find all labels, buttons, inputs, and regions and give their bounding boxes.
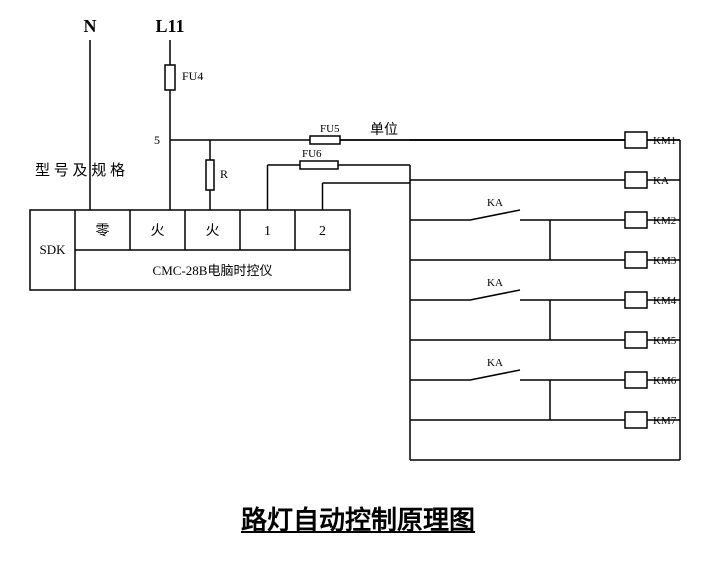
svg-text:KM5: KM5 (653, 335, 677, 347)
svg-text:CMC-28B电脑时控仪: CMC-28B电脑时控仪 (153, 263, 273, 278)
svg-text:5: 5 (154, 133, 160, 147)
svg-text:单位: 单位 (370, 122, 398, 138)
circuit-diagram: N L11 FU4 5 R 型 号 及 规 格 FU5 单位 FU6 SDK 零 火 火 1 2 CMC-28… (0, 0, 716, 565)
svg-text:SDK: SDK (39, 242, 66, 257)
svg-text:FU5: FU5 (320, 123, 340, 135)
svg-text:L11: L11 (155, 16, 184, 36)
svg-text:KA: KA (487, 277, 503, 289)
svg-text:火: 火 (206, 224, 220, 239)
svg-text:KM4: KM4 (653, 295, 677, 307)
svg-text:2: 2 (319, 224, 326, 239)
svg-text:KA: KA (487, 357, 503, 369)
svg-text:FU4: FU4 (182, 69, 203, 83)
svg-text:N: N (84, 16, 97, 36)
svg-text:FU6: FU6 (302, 148, 322, 160)
svg-text:KA: KA (653, 175, 669, 187)
svg-text:KA: KA (487, 197, 503, 209)
svg-text:零: 零 (96, 223, 110, 239)
diagram-title: 路灯自动控制原理图 (200, 500, 516, 537)
svg-text:KM2: KM2 (653, 215, 676, 227)
svg-text:1: 1 (264, 224, 271, 239)
svg-text:KM1: KM1 (653, 135, 676, 147)
svg-text:型 号 及 规 格: 型 号 及 规 格 (35, 162, 125, 179)
svg-text:KM7: KM7 (653, 415, 677, 427)
svg-text:R: R (220, 167, 228, 181)
svg-text:KM3: KM3 (653, 255, 677, 267)
svg-text:火: 火 (151, 224, 165, 239)
svg-text:KM6: KM6 (653, 375, 677, 387)
